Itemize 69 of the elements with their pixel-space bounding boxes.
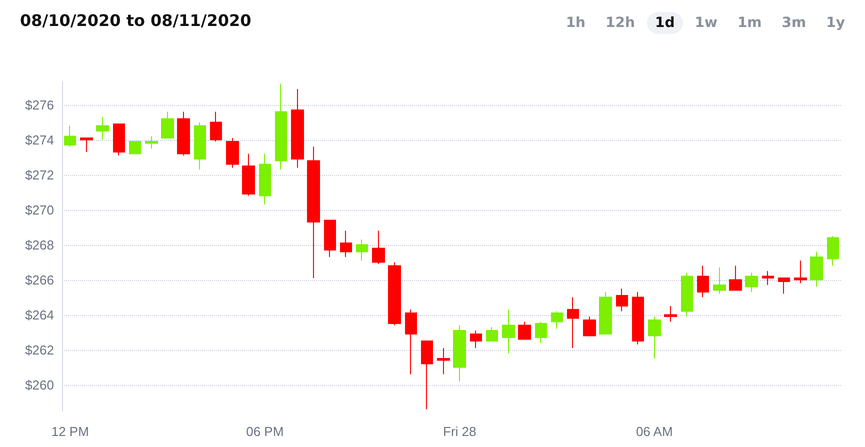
y-tick-label: $272 bbox=[25, 167, 54, 182]
candlestick bbox=[324, 220, 336, 258]
candlestick bbox=[307, 146, 320, 278]
candlestick bbox=[177, 111, 190, 156]
chart-title: 08/10/2020 to 08/11/2020 bbox=[20, 11, 252, 30]
x-tick-label: 06 PM bbox=[246, 424, 284, 439]
candlestick bbox=[778, 278, 790, 294]
text: 1y bbox=[825, 14, 846, 33]
candlestick bbox=[567, 296, 579, 348]
candlestick bbox=[275, 83, 287, 170]
candlestick bbox=[372, 230, 385, 264]
candlestick bbox=[486, 326, 498, 342]
candlestick bbox=[291, 88, 304, 168]
candlestick bbox=[470, 330, 482, 348]
candlestick bbox=[242, 153, 255, 196]
candlestick bbox=[259, 153, 271, 205]
candlestick bbox=[388, 262, 401, 326]
y-tick-label: $266 bbox=[25, 272, 54, 288]
y-tick-label: $268 bbox=[25, 237, 54, 252]
candlestick bbox=[745, 272, 758, 292]
y-tick-label: $262 bbox=[25, 342, 54, 358]
candlestick bbox=[535, 321, 547, 344]
candlestick bbox=[697, 265, 709, 298]
candlestick bbox=[583, 316, 596, 336]
x-tick-label: Fri 28 bbox=[442, 424, 476, 439]
candlestick bbox=[226, 138, 239, 168]
y-tick-label: $270 bbox=[25, 202, 54, 218]
candlestick bbox=[794, 260, 807, 284]
text: 1m bbox=[736, 14, 763, 33]
candlestick bbox=[616, 288, 628, 312]
x-tick-label: 06 AM bbox=[636, 424, 673, 439]
candlestick bbox=[648, 316, 661, 359]
candlestick bbox=[129, 141, 141, 154]
candlestick bbox=[405, 309, 417, 375]
candlestick bbox=[113, 124, 125, 156]
candlestick bbox=[664, 306, 677, 322]
candlestick bbox=[80, 138, 93, 152]
text: 1w bbox=[694, 14, 718, 33]
candlestick bbox=[340, 230, 352, 258]
text: 3m bbox=[780, 14, 808, 33]
candlestick bbox=[729, 265, 742, 291]
candlestick bbox=[681, 272, 693, 317]
candlestick bbox=[632, 292, 644, 345]
text: 1h bbox=[564, 14, 587, 33]
candlestick bbox=[421, 340, 433, 410]
candlestick bbox=[551, 310, 563, 330]
candlestick bbox=[437, 348, 450, 375]
y-tick-label: $264 bbox=[25, 307, 54, 322]
candlestick bbox=[810, 251, 823, 288]
candlestick bbox=[356, 239, 368, 261]
candlestick bbox=[96, 116, 109, 140]
candlestick bbox=[599, 292, 612, 334]
candlestick bbox=[161, 111, 174, 138]
candlestick bbox=[145, 136, 158, 149]
candlestick bbox=[713, 267, 726, 294]
candlestick bbox=[518, 321, 531, 340]
candlestick bbox=[502, 309, 515, 354]
candlestick bbox=[762, 270, 774, 286]
text: 12h bbox=[604, 14, 636, 33]
y-tick-label: $260 bbox=[25, 377, 54, 392]
y-tick-label: $274 bbox=[25, 132, 54, 148]
candlestick bbox=[827, 236, 839, 266]
candlestick bbox=[210, 111, 222, 142]
x-tick-label: 12 PM bbox=[51, 424, 89, 439]
text: 1d bbox=[646, 12, 683, 34]
candlestick bbox=[64, 125, 76, 148]
y-tick-label: $276 bbox=[25, 97, 54, 112]
candlestick bbox=[453, 324, 466, 382]
candlestick bbox=[194, 122, 206, 170]
